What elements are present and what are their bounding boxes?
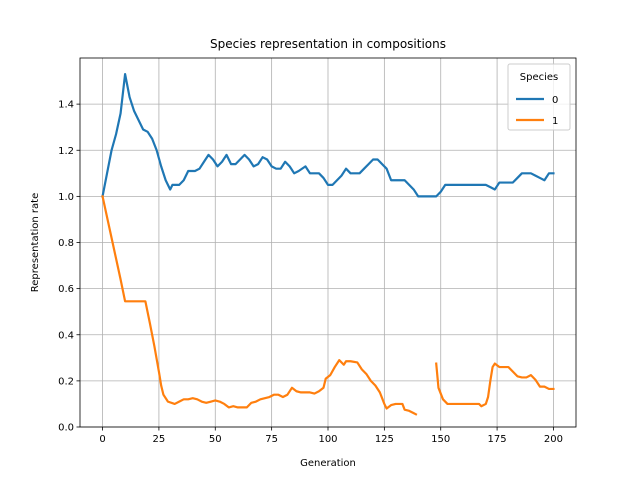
y-tick-label: 0.0	[58, 423, 74, 434]
y-axis-label: Representation rate	[30, 193, 41, 292]
legend-entries: 01	[516, 95, 558, 127]
x-tick-label: 200	[544, 434, 563, 445]
series-layer	[101, 73, 555, 416]
y-tick-label: 0.2	[58, 376, 74, 387]
x-axis-label: Generation	[300, 458, 356, 469]
y-axis-ticks: 0.0 0.2 0.4 0.6 0.8 1.0 1.2 1.4	[58, 100, 80, 434]
series-line-1	[101, 195, 555, 416]
legend-title: Species	[520, 72, 559, 83]
x-tick-label: 0	[99, 434, 105, 445]
x-axis-ticks: 0 25 50 75 100 125 150 175 200	[99, 427, 563, 445]
legend-label-1: 1	[552, 116, 558, 127]
legend: Species 01	[507, 63, 571, 131]
x-tick-label: 50	[209, 434, 222, 445]
y-tick-label: 0.4	[58, 330, 74, 341]
x-tick-label: 75	[265, 434, 278, 445]
y-tick-label: 1.0	[58, 192, 74, 203]
legend-label-0: 0	[552, 95, 558, 106]
y-tick-label: 1.4	[58, 100, 74, 111]
y-tick-label: 1.2	[58, 146, 74, 157]
y-tick-label: 0.8	[58, 238, 74, 249]
series-line-0	[101, 73, 555, 198]
x-tick-label: 175	[488, 434, 507, 445]
legend-box	[507, 63, 571, 131]
x-tick-label: 150	[431, 434, 450, 445]
x-tick-label: 125	[375, 434, 394, 445]
x-tick-label: 100	[318, 434, 337, 445]
y-tick-label: 0.6	[58, 284, 74, 295]
chart-title: Species representation in compositions	[210, 37, 446, 51]
x-tick-label: 25	[153, 434, 166, 445]
